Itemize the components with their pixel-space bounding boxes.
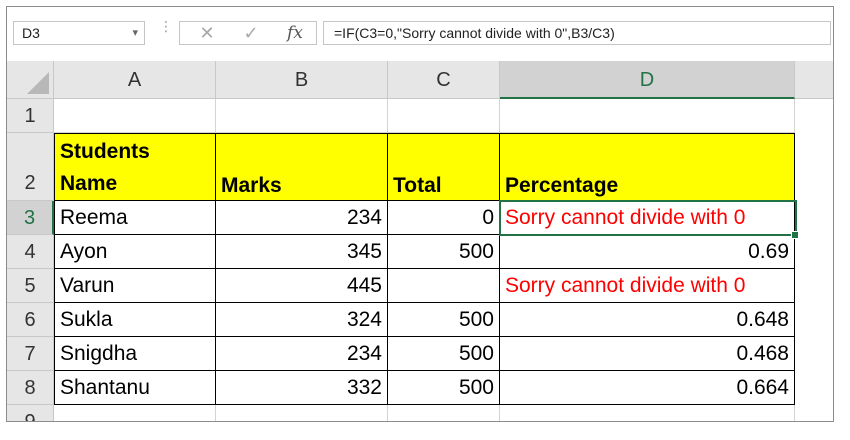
- row-header-9[interactable]: 9: [7, 405, 54, 421]
- row-header-1[interactable]: 1: [7, 99, 54, 133]
- row-header-7[interactable]: 7: [7, 337, 54, 371]
- cell-d6[interactable]: 0.648: [500, 303, 795, 337]
- cell-a8[interactable]: Shantanu: [54, 371, 216, 405]
- cell-c1[interactable]: [388, 99, 500, 133]
- cell-d9[interactable]: [500, 405, 795, 421]
- row-header-2[interactable]: 2: [7, 133, 54, 201]
- cell-d1[interactable]: [500, 99, 795, 133]
- row-header-3[interactable]: 3: [7, 201, 54, 235]
- cell-b6[interactable]: 324: [216, 303, 388, 337]
- column-header-c[interactable]: C: [388, 61, 500, 99]
- header-marks: Marks: [221, 174, 282, 197]
- cell-d3[interactable]: Sorry cannot divide with 0: [500, 201, 795, 235]
- cell-c5[interactable]: [388, 269, 500, 303]
- header-students-line1: Students: [60, 140, 150, 163]
- cell-a2[interactable]: Students Name: [54, 133, 216, 201]
- name-box[interactable]: D3 ▾: [13, 21, 145, 45]
- cell-d8[interactable]: 0.664: [500, 371, 795, 405]
- cell-b8[interactable]: 332: [216, 371, 388, 405]
- cell-b2[interactable]: Marks: [216, 133, 388, 201]
- header-total: Total: [393, 174, 442, 197]
- cell-c6[interactable]: 500: [388, 303, 500, 337]
- cell-c2[interactable]: Total: [388, 133, 500, 201]
- formula-input[interactable]: =IF(C3=0,"Sorry cannot divide with 0",B3…: [323, 21, 831, 45]
- column-header-a[interactable]: A: [54, 61, 216, 99]
- cell-b5[interactable]: 445: [216, 269, 388, 303]
- cell-c9[interactable]: [388, 405, 500, 421]
- cell-a1[interactable]: [54, 99, 216, 133]
- cell-a6[interactable]: Sukla: [54, 303, 216, 337]
- name-box-dropdown-icon[interactable]: ▾: [132, 27, 138, 39]
- select-all-corner[interactable]: [7, 61, 54, 99]
- row-header-6[interactable]: 6: [7, 303, 54, 337]
- formula-bar: D3 ▾ ⋮ ✕ ✓ fx =IF(C3=0,"Sorry cannot div…: [7, 7, 833, 55]
- enter-icon[interactable]: ✓: [243, 23, 259, 43]
- header-percentage: Percentage: [505, 174, 619, 197]
- cell-b9[interactable]: [216, 405, 388, 421]
- cell-a3[interactable]: Reema: [54, 201, 216, 235]
- cell-b1[interactable]: [216, 99, 388, 133]
- column-header-b[interactable]: B: [216, 61, 388, 99]
- cell-d7[interactable]: 0.468: [500, 337, 795, 371]
- cell-a9[interactable]: [54, 405, 216, 421]
- header-students-line2: Name: [60, 172, 118, 195]
- cell-a4[interactable]: Ayon: [54, 235, 216, 269]
- formula-bar-grip-icon[interactable]: ⋮: [159, 18, 173, 34]
- cell-d5[interactable]: Sorry cannot divide with 0: [500, 269, 795, 303]
- insert-function-icon[interactable]: fx: [287, 23, 303, 43]
- select-all-icon: [27, 72, 49, 94]
- cell-c4[interactable]: 500: [388, 235, 500, 269]
- formula-text: =IF(C3=0,"Sorry cannot divide with 0",B3…: [334, 25, 615, 41]
- cell-b3[interactable]: 234: [216, 201, 388, 235]
- cell-a7[interactable]: Snigdha: [54, 337, 216, 371]
- cell-d2[interactable]: Percentage: [500, 133, 795, 201]
- formula-buttons: ✕ ✓ fx: [179, 21, 317, 45]
- cell-a5[interactable]: Varun: [54, 269, 216, 303]
- row-header-8[interactable]: 8: [7, 371, 54, 405]
- spreadsheet-window: D3 ▾ ⋮ ✕ ✓ fx =IF(C3=0,"Sorry cannot div…: [6, 6, 834, 422]
- column-header-e[interactable]: [795, 61, 833, 99]
- row-header-5[interactable]: 5: [7, 269, 54, 303]
- column-header-d[interactable]: D: [500, 61, 795, 99]
- cancel-icon[interactable]: ✕: [199, 23, 215, 43]
- cell-b7[interactable]: 234: [216, 337, 388, 371]
- name-box-value: D3: [22, 25, 40, 41]
- row-header-4[interactable]: 4: [7, 235, 54, 269]
- cell-c8[interactable]: 500: [388, 371, 500, 405]
- cell-d4[interactable]: 0.69: [500, 235, 795, 269]
- header-students: Students Name: [60, 136, 150, 200]
- fill-handle[interactable]: [791, 231, 799, 239]
- cell-c7[interactable]: 500: [388, 337, 500, 371]
- cell-c3[interactable]: 0: [388, 201, 500, 235]
- cell-b4[interactable]: 345: [216, 235, 388, 269]
